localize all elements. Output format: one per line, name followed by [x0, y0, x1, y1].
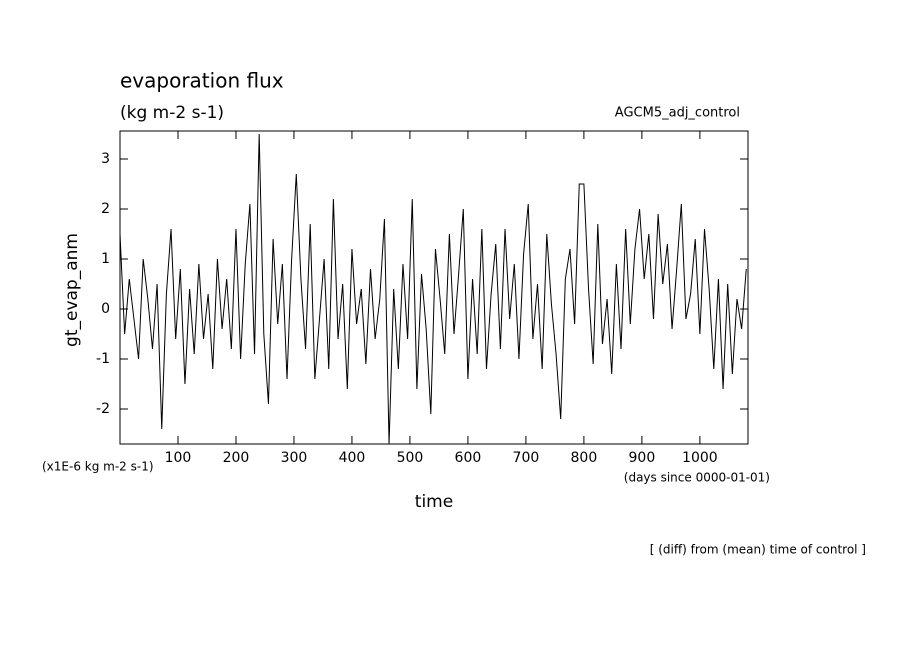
- y-tick-label: 2: [101, 201, 110, 217]
- annotation: AGCM5_adj_control: [615, 106, 740, 121]
- x-tick-label: 200: [223, 450, 250, 466]
- x-tick-label: 400: [339, 450, 366, 466]
- y-tick-label: -1: [96, 351, 110, 367]
- x-tick-label: 600: [455, 450, 482, 466]
- chart-title: evaporation flux: [120, 69, 284, 93]
- x-tick-label: 900: [629, 450, 656, 466]
- x-tick-label: 500: [397, 450, 424, 466]
- y-units: (x1E-6 kg m-2 s-1): [42, 460, 154, 474]
- data-line: [120, 133, 747, 444]
- plot-frame: [119, 130, 749, 445]
- chart-subtitle: (kg m-2 s-1): [120, 103, 224, 123]
- x-units: (days since 0000-01-01): [624, 471, 770, 485]
- y-tick-label: 3: [101, 151, 110, 167]
- x-tick-label: 800: [571, 450, 598, 466]
- footnote: [ (diff) from (mean) time of control ]: [650, 543, 866, 557]
- x-axis-label: time: [415, 492, 453, 512]
- x-tick-label: 1000: [682, 450, 718, 466]
- y-axis-label: gt_evap_anm: [62, 233, 82, 347]
- y-tick-label: 1: [101, 251, 110, 267]
- x-tick-label: 100: [165, 450, 192, 466]
- y-tick-label: -2: [96, 401, 110, 417]
- y-tick-label: 0: [101, 301, 110, 317]
- x-tick-label: 300: [281, 450, 308, 466]
- x-tick-label: 700: [513, 450, 540, 466]
